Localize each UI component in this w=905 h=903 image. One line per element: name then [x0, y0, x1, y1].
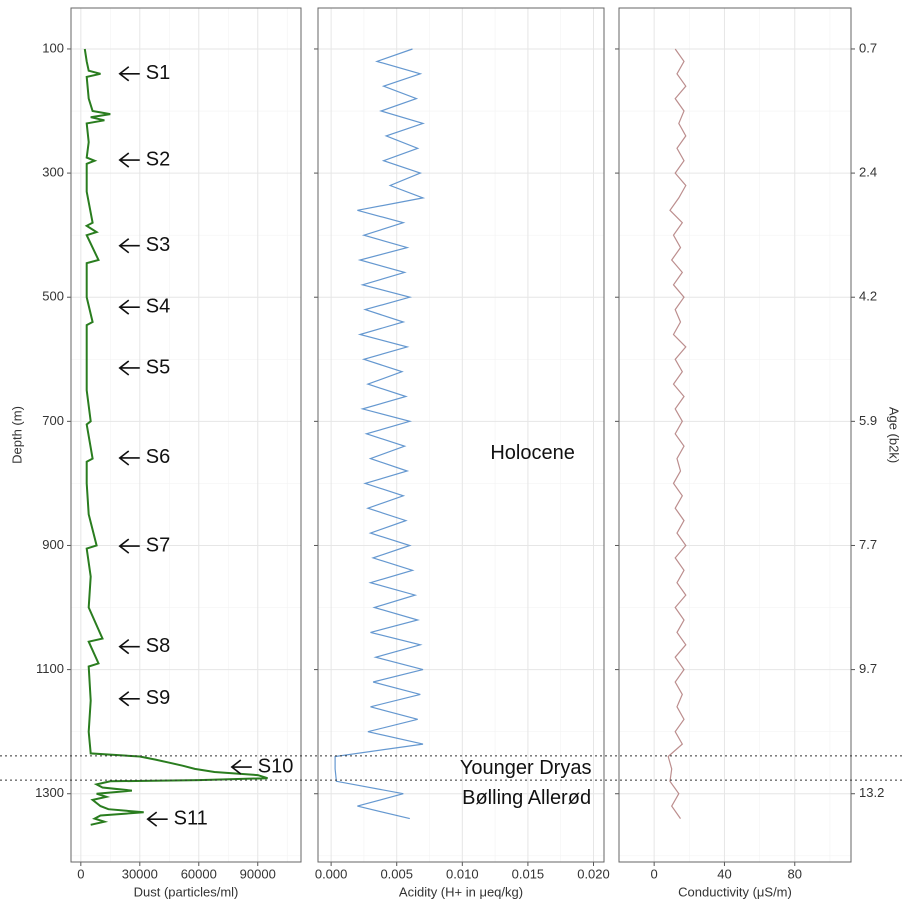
data-line	[667, 48, 687, 819]
annotation-label: S4	[146, 295, 170, 317]
annotation-arrow	[118, 691, 140, 707]
x-tick-label: 0.010	[446, 866, 479, 881]
annotation-label: S8	[146, 635, 170, 657]
annotation-arrow	[118, 639, 140, 655]
x-axis-label: Dust (particles/ml)	[134, 884, 239, 899]
y-tick-label: 1100	[36, 661, 64, 676]
annotation-arrow	[118, 238, 140, 254]
region-label: Younger Dryas	[460, 757, 592, 779]
y2-tick-label: 4.2	[859, 289, 877, 304]
panel-border	[618, 7, 852, 863]
x-tick-label: 80	[788, 866, 802, 881]
annotation-label: S3	[146, 234, 170, 256]
panel-border	[317, 7, 605, 863]
annotation-arrow	[118, 450, 140, 466]
annotation-label: S5	[146, 356, 170, 378]
y2-tick-label: 9.7	[859, 661, 877, 676]
x-tick-label: 0.015	[512, 866, 545, 881]
y2-tick-label: 0.7	[859, 40, 877, 55]
y-axis-label: Depth (m)	[9, 406, 24, 464]
annotation-arrow	[230, 759, 252, 775]
panel-border	[70, 7, 302, 863]
annotation-arrow	[118, 538, 140, 554]
x-tick-label: 0	[651, 866, 658, 881]
y2-axis-label: Age (b2k)	[887, 407, 902, 463]
panel-background	[71, 8, 301, 862]
x-tick-label: 0.005	[380, 866, 413, 881]
y-tick-label: 100	[42, 40, 64, 55]
x-axis-label: Conductivity (μS/m)	[678, 884, 792, 899]
x-axis-label: Acidity (H+ in μeq/kg)	[399, 884, 523, 899]
data-line	[83, 48, 268, 826]
annotation-label: S2	[146, 148, 170, 170]
y2-tick-label: 2.4	[859, 165, 877, 180]
annotation-arrow	[118, 152, 140, 168]
x-tick-label: 60000	[181, 866, 217, 881]
y-tick-label: 900	[42, 537, 64, 552]
data-line	[334, 48, 426, 820]
y2-tick-label: 7.7	[859, 537, 877, 552]
annotation-arrow	[118, 299, 140, 315]
panel-background	[318, 8, 604, 862]
x-tick-label: 90000	[240, 866, 276, 881]
x-tick-label: 0.000	[315, 866, 348, 881]
x-tick-label: 0	[77, 866, 84, 881]
y-tick-label: 700	[42, 413, 64, 428]
annotation-label: S10	[258, 755, 294, 777]
annotation-label: S7	[146, 534, 170, 556]
region-label: Bølling Allerød	[462, 787, 591, 809]
annotation-label: S1	[146, 62, 170, 84]
annotation-arrow	[146, 811, 168, 827]
x-tick-label: 30000	[122, 866, 158, 881]
y-tick-label: 1300	[35, 785, 64, 800]
x-tick-label: 0.020	[577, 866, 610, 881]
annotation-arrow	[118, 66, 140, 82]
annotation-label: S11	[174, 807, 208, 829]
y-tick-label: 300	[42, 165, 64, 180]
region-label: Holocene	[490, 442, 575, 464]
y-tick-label: 500	[42, 289, 64, 304]
x-tick-label: 40	[717, 866, 731, 881]
annotation-label: S6	[146, 446, 170, 468]
y2-tick-label: 5.9	[859, 413, 877, 428]
y2-tick-label: 13.2	[859, 785, 884, 800]
annotation-label: S9	[146, 687, 170, 709]
annotation-arrow	[118, 360, 140, 376]
panel-background	[619, 8, 851, 862]
